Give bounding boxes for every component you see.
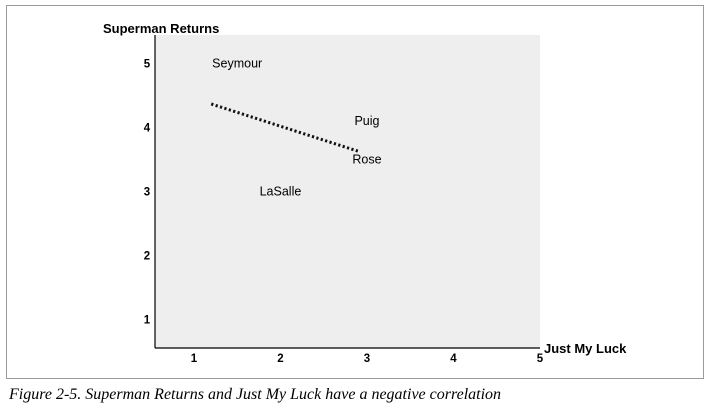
plot-area xyxy=(155,35,540,348)
point-label-puig: Puig xyxy=(354,114,379,128)
y-tick-label: 1 xyxy=(144,314,151,326)
x-tick-label: 5 xyxy=(537,353,544,365)
x-tick-label: 2 xyxy=(277,353,283,365)
point-label-seymour: Seymour xyxy=(212,57,262,71)
point-label-rose: Rose xyxy=(352,153,381,167)
y-tick-label: 4 xyxy=(144,123,151,135)
figure-caption: Figure 2-5. Superman Returns and Just My… xyxy=(9,386,502,403)
x-axis-label: Just My Luck xyxy=(544,341,627,356)
point-label-lasalle: LaSalle xyxy=(260,185,302,199)
y-axis-label: Superman Returns xyxy=(103,21,219,36)
y-tick-label: 2 xyxy=(144,250,150,262)
y-tick-label: 5 xyxy=(144,59,151,71)
x-tick-label: 3 xyxy=(364,353,370,365)
x-tick-label: 4 xyxy=(450,353,457,365)
y-tick-label: 3 xyxy=(144,187,150,199)
x-tick-label: 1 xyxy=(191,353,198,365)
